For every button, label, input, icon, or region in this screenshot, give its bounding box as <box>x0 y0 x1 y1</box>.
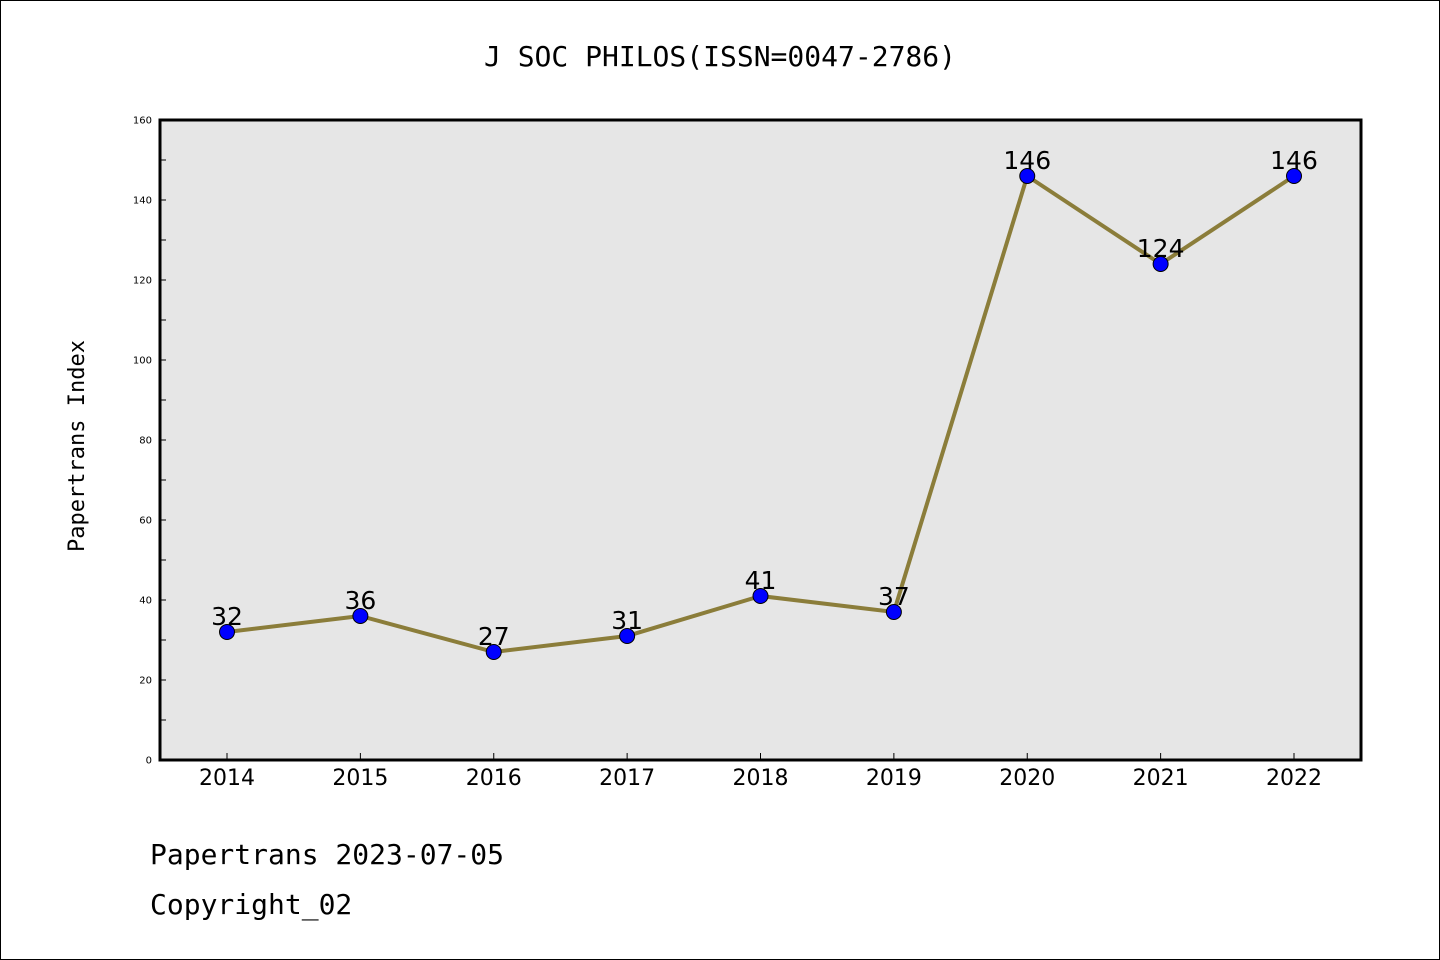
data-label: 27 <box>478 622 510 651</box>
x-tick-label: 2022 <box>1266 766 1322 791</box>
x-tick-label: 2015 <box>332 766 388 791</box>
data-point <box>752 588 769 604</box>
x-tick-label: 2016 <box>466 766 522 791</box>
data-label: 32 <box>211 602 243 631</box>
x-tick-label: 2019 <box>866 766 922 791</box>
data-label: 31 <box>611 606 643 635</box>
x-tick-label: 2020 <box>999 766 1055 791</box>
plot-border <box>158 118 1363 762</box>
footer-copyright: Copyright_02 <box>150 888 352 922</box>
data-point <box>619 628 636 644</box>
y-tick-label: 20 <box>139 676 152 687</box>
data-label: 124 <box>1137 234 1185 263</box>
y-tick-label: 140 <box>133 196 152 207</box>
y-tick-label: 80 <box>139 436 152 447</box>
data-point <box>885 604 902 620</box>
x-tick-label: 2014 <box>199 766 255 791</box>
y-tick-label: 60 <box>139 516 152 527</box>
footer-date: Papertrans 2023-07-05 <box>150 838 504 871</box>
data-label: 146 <box>1003 146 1051 175</box>
data-label: 146 <box>1270 146 1318 175</box>
x-tick-label: 2018 <box>733 766 789 791</box>
data-label: 41 <box>745 566 777 595</box>
y-tick-label: 40 <box>139 596 152 607</box>
y-axis-label: Papertrans Index <box>65 340 90 552</box>
data-point <box>485 644 502 660</box>
plot-area <box>160 120 1361 760</box>
data-label: 37 <box>878 582 910 611</box>
series <box>219 168 1302 660</box>
y-tick-label: 100 <box>133 356 152 367</box>
data-labels: 32 36 27 31 41 37 146 124 146 <box>211 146 1318 651</box>
data-point <box>1019 168 1036 184</box>
y-tick-label: 160 <box>133 116 152 127</box>
x-tick-label: 2021 <box>1133 766 1189 791</box>
x-axis-ticks: 2014 2015 2016 2017 2018 2019 2020 2021 2022 <box>199 753 1322 791</box>
data-point <box>1286 168 1302 184</box>
data-point <box>219 624 235 640</box>
data-label: 36 <box>344 586 376 615</box>
y-tick-label: 0 <box>146 756 152 767</box>
x-tick-label: 2017 <box>599 766 655 791</box>
chart-title: J SOC PHILOS(ISSN=0047-2786) <box>484 40 956 73</box>
data-point <box>352 608 369 624</box>
y-tick-label: 120 <box>133 276 152 287</box>
data-point <box>1152 256 1169 272</box>
